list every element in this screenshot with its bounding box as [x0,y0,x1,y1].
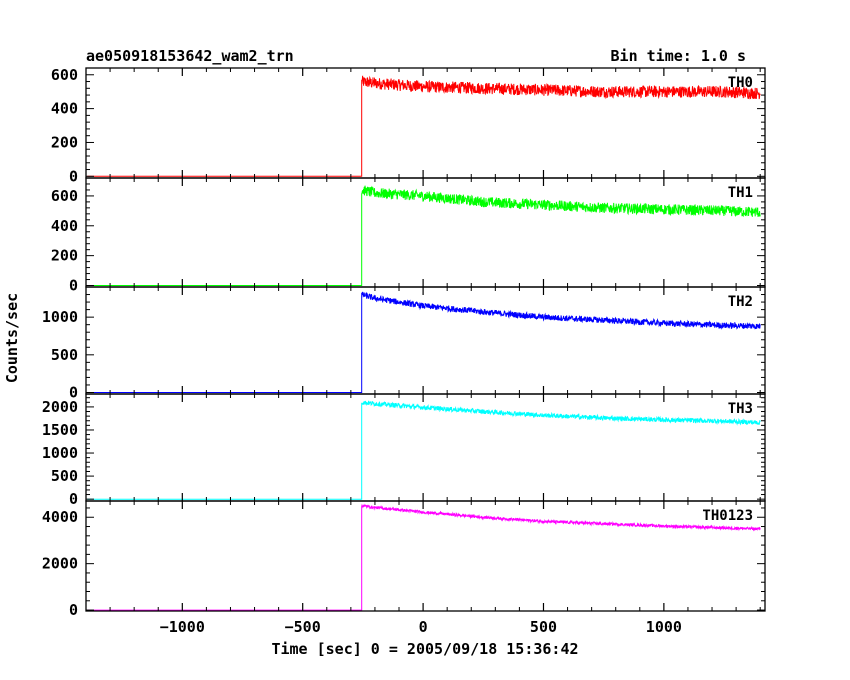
panel-label: TH2 [728,294,753,310]
chart-title: ae050918153642_wam2_trn [86,47,294,65]
panel-th0123: 0 2000 4000 TH0123 [42,500,766,619]
series-line-th2 [87,291,761,393]
y-tick-label: 1000 [42,308,78,326]
y-axis-label: Counts/sec [3,293,21,383]
series-line-th0123 [87,503,761,611]
x-tick-label: 0 [419,618,428,636]
x-axis-label: Time [sec] 0 = 2005/09/18 15:36:42 [271,640,578,658]
panel-frame [85,393,766,502]
x-tick-label: −1000 [160,618,205,636]
y-tick-label: 500 [51,346,78,364]
y-tick-label: 200 [51,133,78,151]
x-tick-label: 1000 [646,618,682,636]
y-tick-label: 0 [69,277,78,295]
y-tick-label: 2000 [42,398,78,416]
panel-label: TH0 [728,75,753,91]
y-tick-label: 1000 [42,444,78,462]
bin-time-label: Bin time: 1.0 s [611,47,746,65]
series-line-th3 [87,400,761,500]
y-tick-label: 400 [51,217,78,235]
panel-th1: 0 200 400 600 TH1 [51,177,766,295]
y-tick-label: 600 [51,66,78,84]
panel-label: TH3 [728,401,753,417]
y-tick-label: 0 [69,490,78,508]
y-tick-label: 2000 [42,555,78,573]
y-tick-label: 400 [51,100,78,118]
panel-th2: 0 500 1000 TH2 [42,286,766,401]
y-tick-label: 0 [69,601,78,619]
x-tick-label: −500 [285,618,321,636]
y-tick-label: 500 [51,467,78,485]
y-tick-label: 0 [69,383,78,401]
series-line-th0 [87,75,761,177]
panel-th3: 0 500 1000 1500 2000 TH3 [42,393,766,508]
panel-frame [85,67,766,179]
y-tick-label: 200 [51,247,78,265]
panel-label: TH0123 [702,508,753,524]
panel-th0: 0 200 400 600 TH0 [51,66,766,185]
panel-label: TH1 [728,185,753,201]
y-tick-label: 4000 [42,508,78,526]
x-tick-label: 500 [530,618,557,636]
y-tick-label: 1500 [42,421,78,439]
panels-group: 0 200 400 600 TH0 0 200 400 600 TH1 0 500 1000 TH2 0 50… [42,66,766,636]
panel-frame [85,500,766,612]
series-line-th1 [87,185,761,286]
y-tick-label: 0 [69,167,78,185]
y-tick-label: 600 [51,187,78,205]
